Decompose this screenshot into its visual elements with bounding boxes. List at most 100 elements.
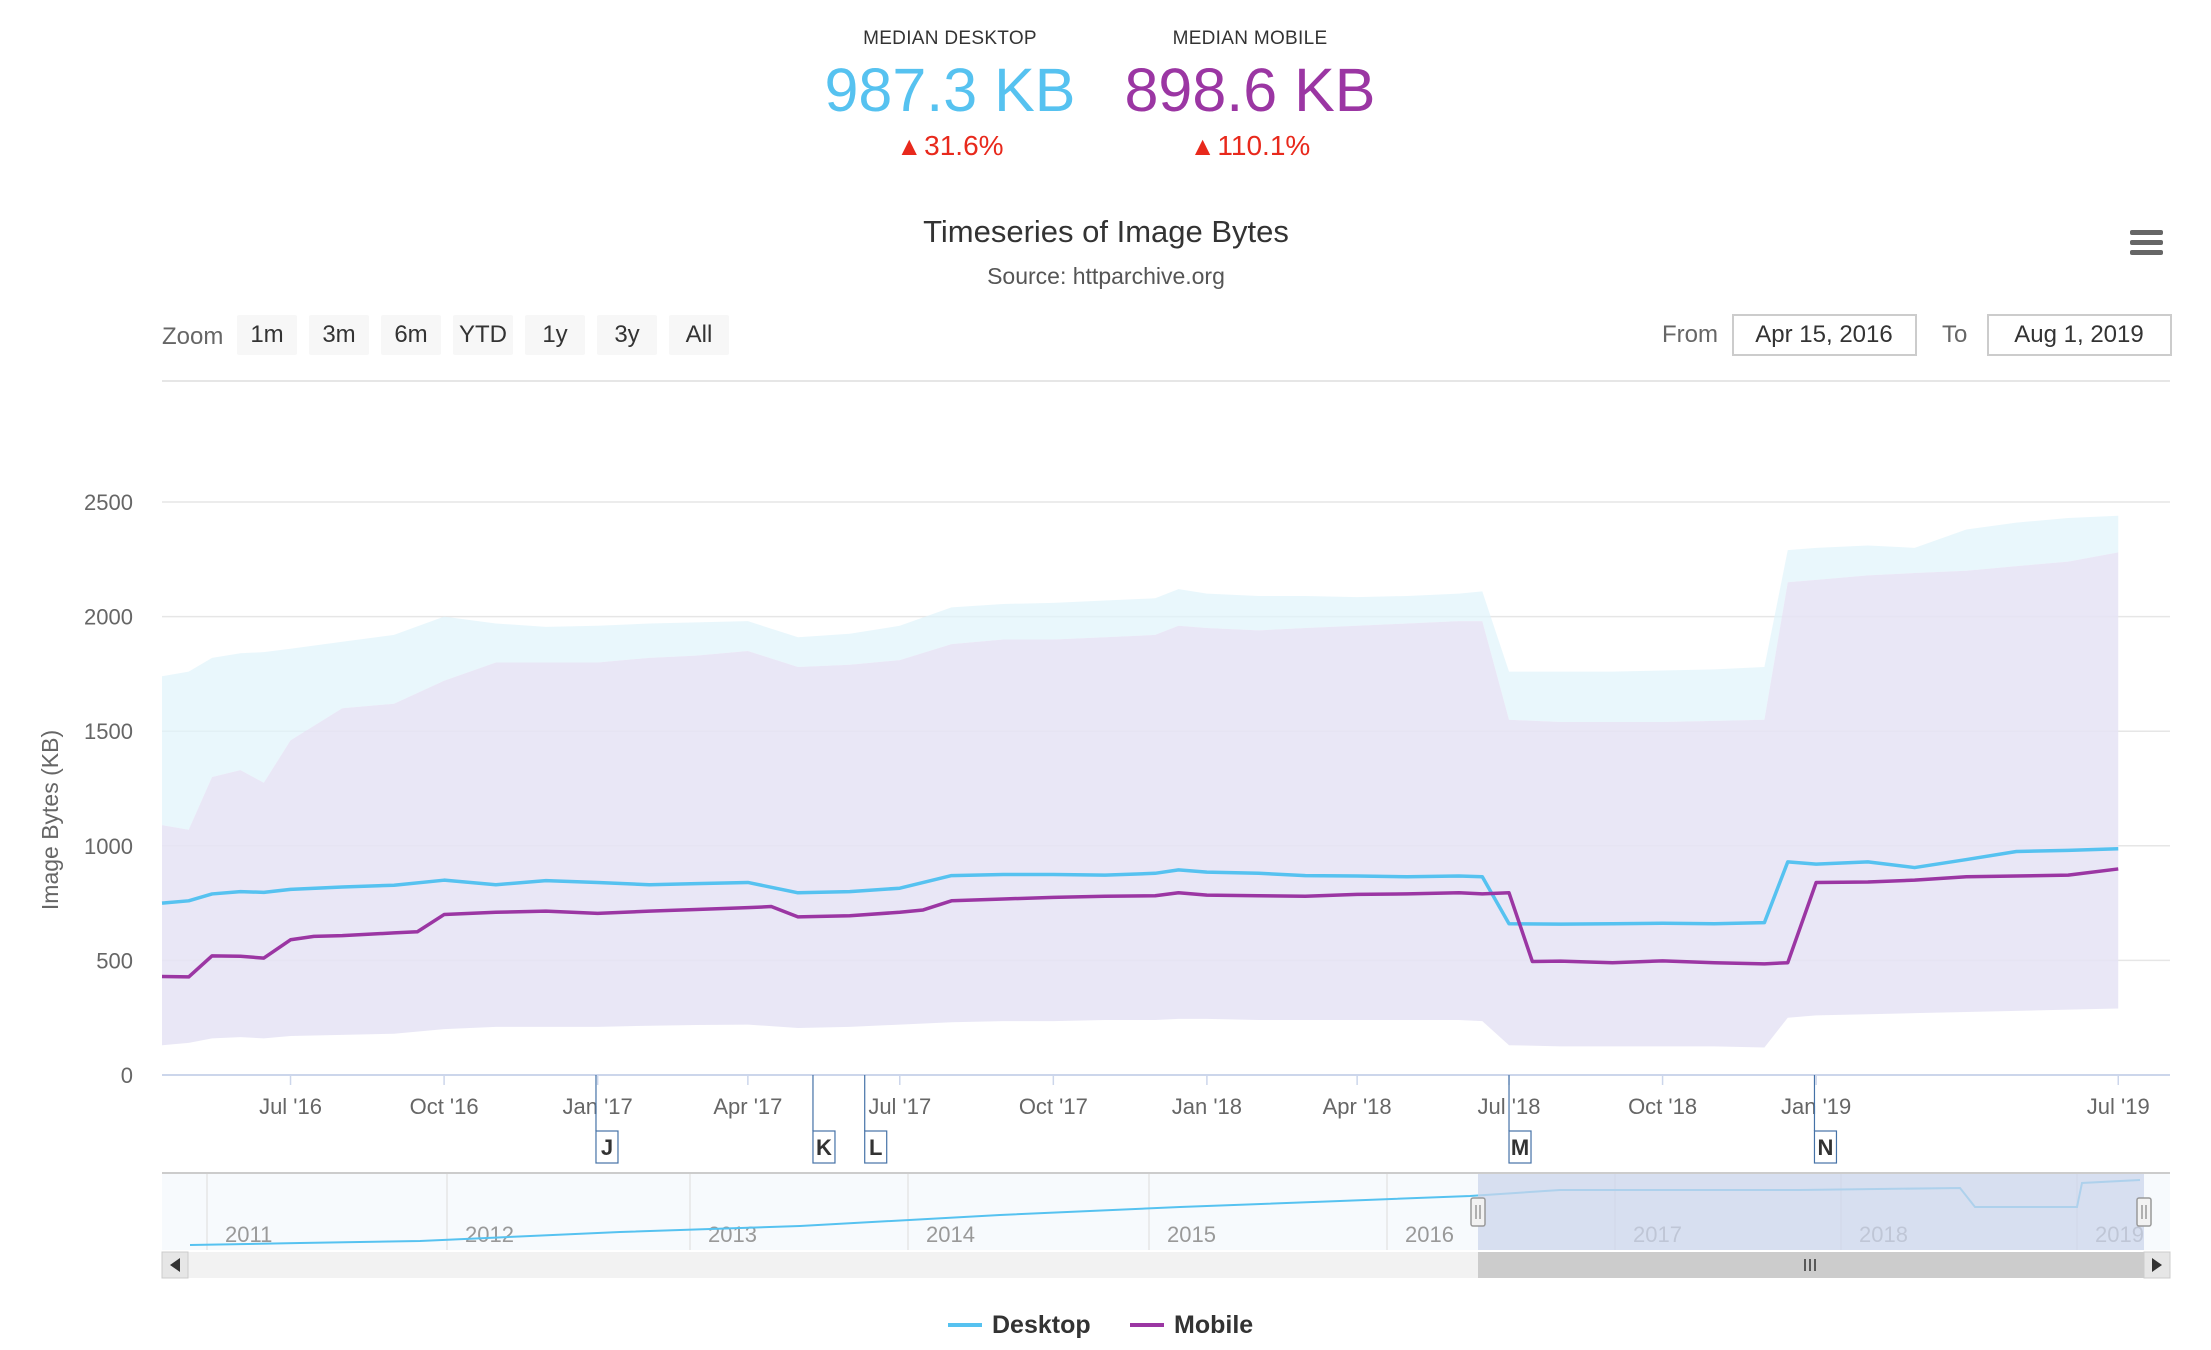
range-areas: [162, 515, 2119, 1048]
zoom-button-ytd[interactable]: YTD: [453, 315, 513, 355]
x-tick-label: Apr '17: [713, 1094, 782, 1119]
x-tick-label: Apr '18: [1323, 1094, 1392, 1119]
scrollbar-grip-icon: [1804, 1259, 1816, 1271]
zoom-button-label: 1y: [542, 321, 567, 348]
zoom-button-label: YTD: [459, 321, 507, 348]
legend-item-desktop[interactable]: Desktop: [948, 1311, 1091, 1339]
zoom-button-label: 3y: [614, 321, 639, 348]
zoom-buttons: 1m 3m 6m YTD 1y 3y All: [237, 315, 729, 355]
to-date-input[interactable]: Aug 1, 2019: [1987, 314, 2172, 356]
zoom-button-6m[interactable]: 6m: [381, 315, 441, 355]
navigator-selection-mask[interactable]: [1478, 1174, 2144, 1250]
desktop-stat: MEDIAN DESKTOP 987.3 KB ▲31.6%: [785, 28, 1115, 162]
zoom-button-3m[interactable]: 3m: [309, 315, 369, 355]
event-flags: J K L M N: [595, 1075, 1838, 1164]
zoom-button-bg: [453, 315, 513, 355]
navigator[interactable]: 201120122013201420152016201720182019: [162, 1172, 2170, 1250]
from-label: From: [1662, 321, 1718, 348]
scrollbar-thumb[interactable]: [1478, 1252, 2144, 1278]
zoom-button-bg: [525, 315, 585, 355]
y-tick-label: 2000: [84, 605, 133, 630]
navigator-year-label: 2016: [1405, 1222, 1454, 1247]
to-date-value: Aug 1, 2019: [2014, 321, 2143, 348]
flag-k: K: [816, 1135, 832, 1160]
flag-box: [1813, 1130, 1838, 1164]
mobile-stat: MEDIAN MOBILE 898.6 KB ▲110.1%: [1085, 28, 1415, 162]
hamburger-menu-icon[interactable]: [2125, 226, 2167, 258]
legend-label: Mobile: [1174, 1311, 1253, 1339]
mobile-stat-value: 898.6 KB: [1124, 56, 1376, 124]
zoom-button-1y[interactable]: 1y: [525, 315, 585, 355]
chart-subtitle: Source: httparchive.org: [987, 263, 1225, 289]
navigator-right-handle[interactable]: [2136, 1197, 2152, 1227]
navigator-year-label: 2015: [1167, 1222, 1216, 1247]
x-tick-label: Jul '19: [2087, 1094, 2150, 1119]
desktop-series-line: [161, 847, 2119, 926]
from-date-input[interactable]: Apr 15, 2016: [1732, 314, 1917, 356]
zoom-button-3y[interactable]: 3y: [597, 315, 657, 355]
y-axis-label: Image Bytes (KB): [37, 730, 63, 910]
zoom-button-label: 1m: [250, 321, 283, 348]
y-axis-ticks: 0 500 1000 1500 2000 2500: [84, 490, 133, 1088]
x-tick-label: Jan '17: [563, 1094, 633, 1119]
flag-box: [864, 1130, 888, 1164]
to-label: To: [1942, 321, 1967, 348]
zoom-label: Zoom: [162, 323, 223, 350]
mobile-change-value: 110.1%: [1217, 130, 1311, 161]
flag-l: L: [869, 1135, 882, 1160]
zoom-button-label: All: [686, 321, 713, 348]
navigator-year-label: 2012: [465, 1222, 514, 1247]
zoom-button-bg: [309, 315, 369, 355]
navigator-year-label: 2013: [708, 1222, 757, 1247]
mobile-series-line: [161, 867, 2119, 979]
navigator-left-handle[interactable]: [1470, 1197, 1486, 1227]
zoom-button-1m[interactable]: 1m: [237, 315, 297, 355]
x-tick-label: Jan '19: [1781, 1094, 1851, 1119]
flag-n: N: [1818, 1135, 1834, 1160]
x-axis-ticks: Jul '16 Oct '16 Jan '17 Apr '17 Jul '17 Oct '…: [259, 1075, 2150, 1119]
legend-item-mobile[interactable]: Mobile: [1130, 1311, 1253, 1339]
zoom-button-label: 3m: [322, 321, 355, 348]
scroll-right-button[interactable]: [2143, 1251, 2171, 1279]
legend-label: Desktop: [992, 1311, 1091, 1339]
flag-box: [1508, 1130, 1532, 1164]
up-triangle-icon: ▲: [1189, 131, 1216, 161]
chart-legend: Desktop Mobile: [948, 1311, 1253, 1339]
zoom-button-bg: [381, 315, 441, 355]
desktop-stat-label: MEDIAN DESKTOP: [863, 28, 1037, 49]
zoom-button-bg: [237, 315, 297, 355]
y-tick-label: 500: [96, 948, 133, 973]
x-tick-label: Oct '18: [1628, 1094, 1697, 1119]
desktop-stat-change: ▲31.6%: [785, 130, 1115, 162]
zoom-button-bg: [669, 315, 729, 355]
scroll-right-arrow-icon: [2152, 1258, 2162, 1272]
up-triangle-icon: ▲: [896, 131, 923, 161]
y-tick-label: 1500: [84, 719, 133, 744]
from-date-value: Apr 15, 2016: [1755, 321, 1892, 348]
scroll-left-arrow-icon: [170, 1258, 180, 1272]
desktop-range-area: [162, 515, 2119, 830]
y-tick-label: 2500: [84, 490, 133, 515]
chart-title: Timeseries of Image Bytes: [923, 214, 1289, 249]
zoom-button-bg: [597, 315, 657, 355]
y-tick-label: 0: [121, 1063, 133, 1088]
flag-box: [595, 1130, 619, 1164]
series-lines: [161, 847, 2119, 979]
x-tick-label: Jan '18: [1172, 1094, 1242, 1119]
desktop-change-value: 31.6%: [924, 130, 1004, 161]
zoom-button-label: 6m: [394, 321, 427, 348]
flag-m: M: [1511, 1135, 1529, 1160]
zoom-button-all[interactable]: All: [669, 315, 729, 355]
flag-j: J: [601, 1135, 613, 1160]
desktop-stat-value: 987.3 KB: [824, 56, 1076, 124]
x-tick-label: Oct '17: [1019, 1094, 1088, 1119]
x-tick-label: Oct '16: [410, 1094, 479, 1119]
x-tick-label: Jul '17: [868, 1094, 931, 1119]
navigator-year-label: 2014: [926, 1222, 975, 1247]
mobile-stat-label: MEDIAN MOBILE: [1172, 28, 1328, 49]
scrollbar[interactable]: [161, 1251, 2171, 1279]
flag-box: [812, 1130, 836, 1164]
y-tick-label: 1000: [84, 834, 133, 859]
mobile-stat-change: ▲110.1%: [1085, 130, 1415, 162]
